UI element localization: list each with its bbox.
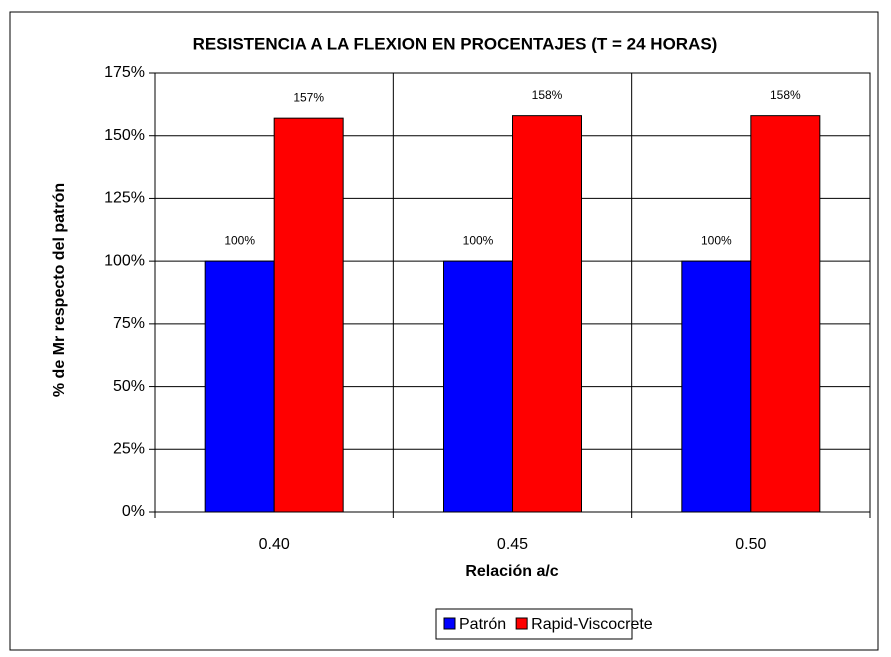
- legend-label: Rapid-Viscocrete: [531, 616, 653, 633]
- bar: [443, 260, 513, 513]
- value-label: 100%: [701, 233, 732, 247]
- y-tick-label: 50%: [113, 378, 145, 395]
- y-tick-label: 100%: [104, 252, 145, 269]
- chart-title: RESISTENCIA A LA FLEXION EN PROCENTAJES …: [193, 34, 718, 53]
- x-axis-title: Relación a/c: [465, 563, 558, 580]
- value-label: 157%: [293, 90, 324, 104]
- bar: [204, 260, 275, 513]
- legend-box: [435, 608, 633, 640]
- legend-label: Patrón: [459, 616, 506, 633]
- y-tick-label: 175%: [104, 64, 145, 81]
- legend-swatch: [443, 617, 456, 630]
- bar: [681, 260, 752, 513]
- value-label: 100%: [463, 233, 494, 247]
- y-tick-label: 0%: [122, 503, 145, 520]
- bar: [273, 117, 344, 513]
- bar: [750, 115, 821, 513]
- x-tick-label: 0.40: [259, 536, 290, 553]
- y-tick-label: 125%: [104, 190, 145, 207]
- x-tick-label: 0.50: [735, 536, 766, 553]
- x-tick-label: 0.45: [497, 536, 528, 553]
- value-label: 100%: [224, 233, 255, 247]
- value-label: 158%: [532, 88, 563, 102]
- legend-swatch: [515, 617, 528, 630]
- y-tick-label: 150%: [104, 127, 145, 144]
- y-tick-label: 25%: [113, 441, 145, 458]
- y-tick-label: 75%: [113, 315, 145, 332]
- bar: [512, 115, 582, 513]
- value-label: 158%: [770, 88, 801, 102]
- y-axis-title: % de Mr respecto del patrón: [51, 183, 68, 397]
